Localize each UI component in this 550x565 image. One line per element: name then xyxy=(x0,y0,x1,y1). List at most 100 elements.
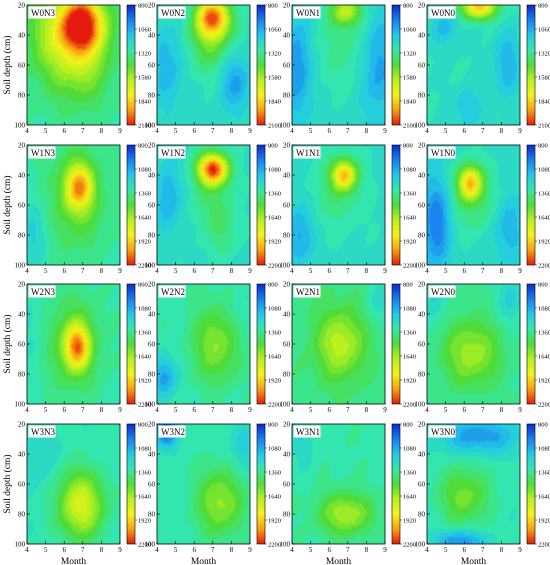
y-axis-label: Soil depth (cm) xyxy=(2,314,13,373)
x-tick-label: 5 xyxy=(444,546,448,554)
x-tick-label: 7 xyxy=(81,127,85,135)
y-tick-label: 100 xyxy=(145,401,156,409)
x-tick-label: 7 xyxy=(81,546,85,554)
panel-label: W0N0 xyxy=(431,8,455,18)
colorbar-tick-label: 1080 xyxy=(138,445,151,452)
colorbar-tick-label: 1080 xyxy=(138,305,151,312)
colorbar-tick-label: 1360 xyxy=(138,469,151,476)
y-tick-label: 60 xyxy=(283,62,291,70)
panel-label: W0N2 xyxy=(161,8,185,18)
colorbar xyxy=(256,283,266,405)
colorbar-tick-label: 800 xyxy=(403,142,413,149)
x-tick-label: 6 xyxy=(462,267,466,275)
x-tick-label: 4 xyxy=(425,267,429,275)
colorbar-tick-label: 1080 xyxy=(403,166,416,173)
x-tick-label: 7 xyxy=(346,406,350,414)
x-tick-label: 8 xyxy=(365,267,369,275)
x-tick-label: 7 xyxy=(481,406,485,414)
y-tick-label: 20 xyxy=(283,2,291,10)
x-tick-label: 7 xyxy=(346,267,350,275)
colorbar-tick-label: 1920 xyxy=(403,517,416,524)
y-tick-label: 100 xyxy=(145,262,156,270)
colorbar-tick-label: 1580 xyxy=(138,74,151,81)
colorbar-tick-label: 2100 xyxy=(403,122,416,129)
x-tick-label: 7 xyxy=(211,546,215,554)
x-tick-label: 4 xyxy=(290,267,294,275)
x-tick-label: 7 xyxy=(481,546,485,554)
y-tick-label: 80 xyxy=(283,371,291,379)
panel-label: W3N0 xyxy=(431,427,455,437)
colorbar xyxy=(391,423,401,545)
y-tick-label: 60 xyxy=(18,481,26,489)
x-tick-label: 4 xyxy=(155,406,159,414)
colorbar-tick-label: 2200 xyxy=(403,401,416,408)
x-tick-label: 5 xyxy=(44,127,48,135)
y-tick-label: 80 xyxy=(418,371,426,379)
y-tick-label: 40 xyxy=(283,32,291,40)
colorbar-tick-label: 1360 xyxy=(138,190,151,197)
colorbar-tick-label: 1080 xyxy=(538,445,550,452)
colorbar-tick-label: 1360 xyxy=(403,329,416,336)
heatmap-field xyxy=(427,145,520,265)
y-tick-label: 80 xyxy=(283,92,291,100)
y-tick-label: 100 xyxy=(280,401,291,409)
y-tick-label: 80 xyxy=(18,511,26,519)
x-tick-label: 7 xyxy=(211,267,215,275)
x-tick-label: 4 xyxy=(290,546,294,554)
colorbar-tick-label: 1640 xyxy=(403,353,416,360)
panel-w1n2: W1N2 4 5 6 7 8 9 20 40 60 80 100 800 1080 1360 1640 1920… xyxy=(145,142,282,276)
colorbar-tick-label: 1920 xyxy=(538,377,550,384)
x-tick-label: 4 xyxy=(25,546,29,554)
y-tick-label: 100 xyxy=(15,401,26,409)
x-tick-label: 9 xyxy=(118,267,122,275)
heatmap-field xyxy=(27,284,120,404)
y-tick-label: 20 xyxy=(18,421,26,429)
x-tick-label: 5 xyxy=(309,546,313,554)
y-tick-label: 40 xyxy=(18,451,26,459)
y-tick-label: 40 xyxy=(283,311,291,319)
panel-w0n1: W0N1 4 5 6 7 8 9 20 40 60 80 100 800 1060 1320 1580 1840… xyxy=(280,2,417,136)
x-tick-label: 6 xyxy=(62,406,66,414)
colorbar xyxy=(526,4,536,126)
colorbar-tick-label: 1360 xyxy=(268,469,281,476)
y-tick-label: 20 xyxy=(148,2,156,10)
colorbar-tick-label: 800 xyxy=(538,281,548,288)
colorbar-tick-label: 1080 xyxy=(403,305,416,312)
x-tick-label: 4 xyxy=(155,127,159,135)
panel-label-box xyxy=(158,285,186,298)
panel-w1n3: W1N3 4 5 6 7 8 9 20 40 60 80 100 800 1080 1360 1640 1920… xyxy=(15,142,152,276)
panel-label: W2N2 xyxy=(161,287,185,297)
colorbar xyxy=(526,283,536,405)
y-tick-label: 60 xyxy=(283,481,291,489)
y-tick-label: 40 xyxy=(18,32,26,40)
x-tick-label: 6 xyxy=(62,546,66,554)
colorbar-tick-label: 1360 xyxy=(538,469,550,476)
y-tick-label: 100 xyxy=(145,122,156,130)
y-tick-label: 20 xyxy=(18,281,26,289)
x-tick-label: 8 xyxy=(500,546,504,554)
x-tick-label: 4 xyxy=(25,406,29,414)
x-tick-label: 4 xyxy=(155,546,159,554)
colorbar-tick-label: 800 xyxy=(138,421,148,428)
y-tick-label: 100 xyxy=(415,122,426,130)
y-tick-label: 80 xyxy=(148,511,156,519)
y-tick-label: 60 xyxy=(418,481,426,489)
colorbar-tick-label: 1640 xyxy=(403,214,416,221)
y-tick-label: 100 xyxy=(280,122,291,130)
heatmap-field xyxy=(292,424,385,544)
y-axis-label: Soil depth (cm) xyxy=(2,35,13,94)
colorbar-tick-label: 1080 xyxy=(268,305,281,312)
colorbar-tick-label: 1920 xyxy=(138,377,151,384)
heatmap-field xyxy=(157,145,250,265)
y-tick-label: 60 xyxy=(418,62,426,70)
panel-label-box xyxy=(158,425,186,438)
y-tick-label: 20 xyxy=(418,421,426,429)
x-tick-label: 8 xyxy=(365,127,369,135)
colorbar-tick-label: 800 xyxy=(268,281,278,288)
heatmap-field xyxy=(27,145,120,265)
colorbar-tick-label: 2100 xyxy=(538,122,550,129)
colorbar-tick-label: 1360 xyxy=(538,329,550,336)
colorbar-tick-label: 1640 xyxy=(268,493,281,500)
colorbar-tick-label: 1080 xyxy=(268,166,281,173)
